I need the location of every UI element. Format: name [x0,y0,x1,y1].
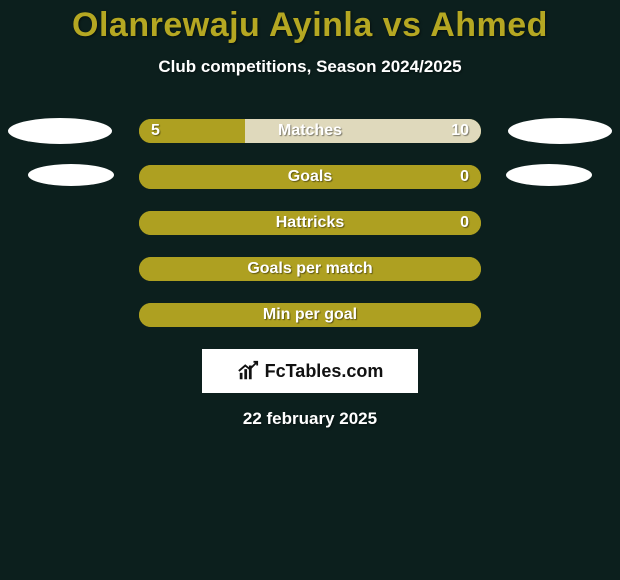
stat-label: Hattricks [139,211,481,235]
left-ellipse [8,118,112,144]
left-ellipse [28,164,114,186]
stat-bar: Goals per match [139,257,481,281]
stat-bar: 0Goals [139,165,481,189]
stat-bar: Min per goal [139,303,481,327]
page-title: Olanrewaju Ayinla vs Ahmed [0,6,620,45]
date-label: 22 february 2025 [0,409,620,429]
right-ellipse [508,118,612,144]
stat-row: 0Hattricks [0,211,620,235]
logo-text: FcTables.com [265,361,384,382]
stat-label: Matches [139,119,481,143]
stat-label: Goals per match [139,257,481,281]
stat-bar: 510Matches [139,119,481,143]
stat-row: Min per goal [0,303,620,327]
right-ellipse [506,164,592,186]
stat-row: 510Matches [0,119,620,143]
logo-badge: FcTables.com [202,349,418,393]
stat-label: Min per goal [139,303,481,327]
stats-block: 510Matches 0Goals 0Hattricks Goals per matc… [0,119,620,327]
stat-label: Goals [139,165,481,189]
stat-row: 0Goals [0,165,620,189]
stat-bar: 0Hattricks [139,211,481,235]
content: Olanrewaju Ayinla vs Ahmed Club competit… [0,0,620,429]
page-subtitle: Club competitions, Season 2024/2025 [0,57,620,77]
stat-row: Goals per match [0,257,620,281]
chart-icon [237,360,259,382]
